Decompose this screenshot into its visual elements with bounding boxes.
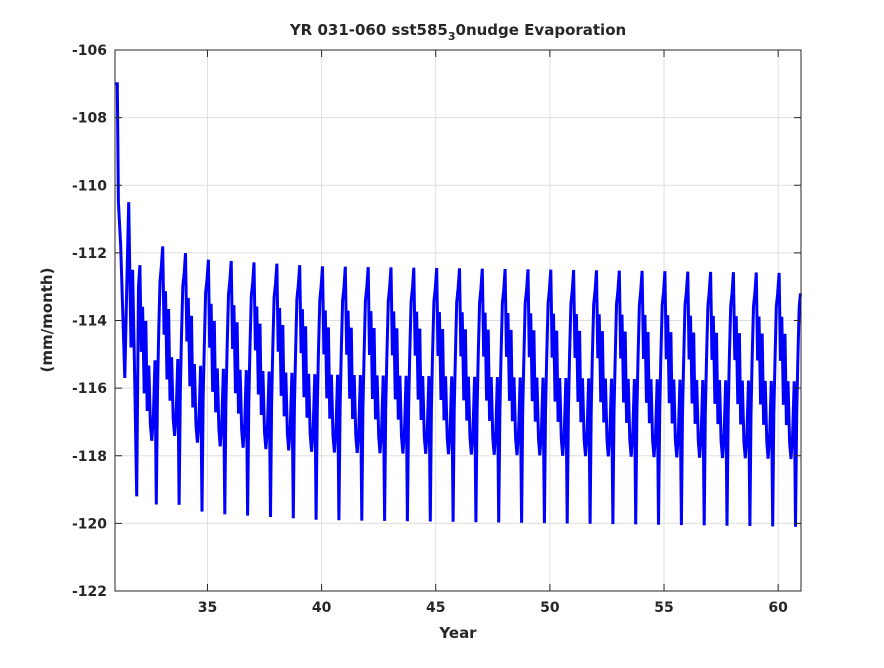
x-ticks: 35 40 45 50 55 60 [198, 50, 788, 616]
chart-title-subscript: 3 [448, 30, 456, 43]
x-tick-label: 45 [426, 600, 445, 616]
y-tick-label: -110 [72, 178, 107, 194]
x-tick-label: 55 [654, 600, 673, 616]
y-tick-label: -122 [72, 584, 107, 600]
x-axis-label: Year [438, 624, 477, 642]
y-tick-label: -118 [72, 449, 107, 465]
y-ticks: -106 -108 -110 -112 -114 -116 -118 -120 -122 [72, 43, 801, 600]
evaporation-series-line [115, 82, 802, 527]
chart-title-rest: 0nudge Evaporation [456, 21, 627, 39]
y-tick-label: -108 [72, 111, 107, 127]
y-tick-label: -114 [72, 314, 107, 330]
x-tick-label: 40 [312, 600, 332, 616]
y-tick-label: -116 [72, 381, 107, 397]
y-tick-label: -106 [72, 43, 107, 59]
x-tick-label: 60 [768, 600, 788, 616]
grid-lines [115, 50, 801, 591]
y-axis-label: (mm/month) [38, 268, 56, 373]
chart-title: YR 031-060 sst58530nudge Evaporation [289, 21, 626, 43]
y-tick-label: -112 [72, 246, 107, 262]
x-tick-label: 50 [540, 600, 560, 616]
series-group [115, 82, 802, 527]
y-tick-label: -120 [72, 516, 107, 532]
x-tick-label: 35 [198, 600, 217, 616]
